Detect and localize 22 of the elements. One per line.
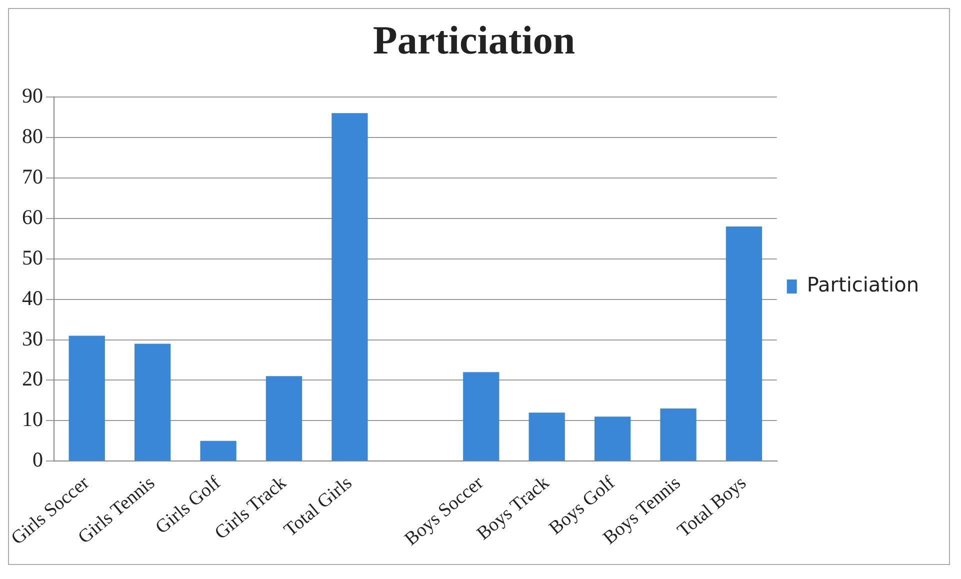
y-tick-label: 80 (22, 124, 43, 148)
y-tick-label: 20 (22, 366, 43, 391)
y-tick-label: 90 (22, 84, 43, 108)
y-tick-label: 70 (22, 164, 43, 188)
bar (332, 113, 368, 461)
y-tick-label: 30 (22, 326, 43, 350)
bar (660, 408, 696, 461)
y-tick-label: 60 (22, 204, 43, 229)
bar (68, 336, 105, 461)
y-tick-label: 10 (22, 407, 43, 432)
bar (726, 226, 762, 461)
bar (134, 344, 171, 461)
bar (200, 440, 236, 461)
bar (463, 372, 500, 461)
y-tick-label: 40 (22, 286, 43, 310)
bar (594, 416, 631, 461)
legend-label: Particiation (806, 272, 920, 297)
y-tick-label: 0 (32, 448, 43, 472)
chart-title: Particiation (372, 17, 576, 62)
bar (528, 412, 565, 461)
y-tick-label: 50 (22, 245, 43, 270)
bar (266, 376, 302, 461)
